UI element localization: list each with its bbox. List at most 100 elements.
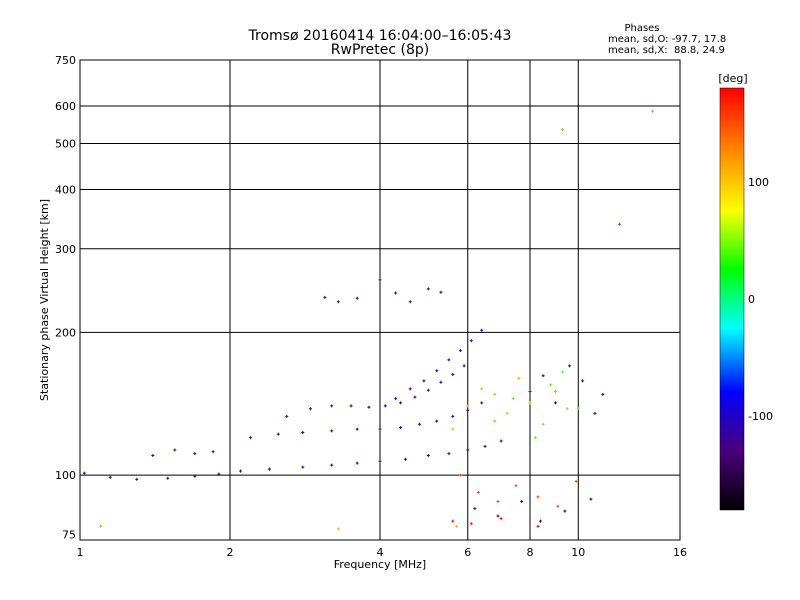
echo-point <box>435 369 439 373</box>
echo-point <box>378 459 382 463</box>
colorbar-tick-label: 0 <box>748 293 755 306</box>
echo-point <box>378 427 382 431</box>
echo-point <box>439 290 443 294</box>
echo-point <box>301 465 305 469</box>
echo-point <box>336 300 340 304</box>
echo-point <box>466 448 470 452</box>
echo-point <box>541 374 545 378</box>
echo-point <box>367 405 371 409</box>
x-tick-label: 10 <box>571 546 585 559</box>
x-tick-labels: 1 2 4 6 8 10 16 <box>77 546 688 559</box>
echo-point <box>574 479 578 483</box>
y-tick-label: 100 <box>55 469 76 482</box>
chart-subtitle: RwPretec (8p) <box>331 42 429 58</box>
x-tick-label: 4 <box>377 546 384 559</box>
echo-point <box>561 370 565 374</box>
echo-point <box>151 454 155 458</box>
echo-point <box>563 509 567 513</box>
echo-point <box>493 392 497 396</box>
y-tick-label: 75 <box>62 528 76 541</box>
echo-point <box>581 379 585 383</box>
echo-point <box>541 422 545 426</box>
echo-point <box>135 477 139 481</box>
y-tick-label: 500 <box>55 138 76 151</box>
echo-point <box>565 407 569 411</box>
echo-point <box>330 404 334 408</box>
echo-point <box>108 475 112 479</box>
x-tick-label: 6 <box>464 546 471 559</box>
echo-point <box>330 463 334 467</box>
grid-lines <box>80 60 680 540</box>
echo-point <box>483 444 487 448</box>
echo-point <box>561 128 565 132</box>
echo-point <box>514 484 518 488</box>
echo-point <box>323 295 327 299</box>
colorbar-tick-label: 100 <box>748 176 769 189</box>
echo-point <box>426 454 430 458</box>
echo-point <box>451 519 455 523</box>
colorbar-ticks: 100 0 -100 <box>748 176 773 423</box>
echo-point <box>249 436 253 440</box>
echo-point <box>567 364 571 368</box>
echo-point <box>378 278 382 282</box>
echo-point <box>455 524 459 528</box>
echo-point <box>539 519 543 523</box>
echo-point <box>451 372 455 376</box>
echo-point <box>576 407 580 411</box>
echo-points <box>82 109 655 531</box>
echo-point <box>556 504 560 508</box>
echo-point <box>462 364 466 368</box>
echo-point <box>355 427 359 431</box>
echo-point <box>399 426 403 430</box>
echo-point <box>403 457 407 461</box>
echo-point <box>308 407 312 411</box>
echo-point <box>553 401 557 405</box>
echo-point <box>447 358 451 362</box>
echo-point <box>82 471 86 475</box>
x-axis-label: Frequency [MHz] <box>334 558 426 571</box>
echo-point <box>553 390 557 394</box>
echo-point <box>355 296 359 300</box>
echo-point <box>285 414 289 418</box>
echo-point <box>469 339 473 343</box>
echo-point <box>99 524 103 528</box>
echo-point <box>601 392 605 396</box>
echo-point <box>528 390 532 394</box>
echo-point <box>394 291 398 295</box>
y-axis-label: Stationary phase Virtual Height [km] <box>38 199 51 401</box>
echo-point <box>549 383 553 387</box>
echo-point <box>447 452 451 456</box>
chart-title: Tromsø 20160414 16:04:00–16:05:43 <box>248 28 512 44</box>
echo-point <box>496 499 500 503</box>
echo-point <box>651 109 655 113</box>
echo-point <box>499 517 503 521</box>
echo-point <box>435 419 439 423</box>
y-tick-labels: 75 100 200 300 400 500 600 750 <box>55 54 76 541</box>
echo-point <box>469 522 473 526</box>
x-tick-label: 16 <box>673 546 687 559</box>
phase-stats-heading: Phases <box>624 23 659 34</box>
echo-point <box>399 401 403 405</box>
echo-point <box>505 411 509 415</box>
echo-point <box>499 439 503 443</box>
echo-point <box>408 300 412 304</box>
echo-point <box>458 473 462 477</box>
echo-point <box>589 497 593 501</box>
phase-stats-o: mean, sd,O: -97.7, 17.8 <box>608 34 726 45</box>
x-tick-label: 2 <box>227 546 234 559</box>
echo-point <box>383 404 387 408</box>
echo-point <box>301 431 305 435</box>
echo-point <box>496 514 500 518</box>
echo-point <box>480 387 484 391</box>
colorbar-tick-label: -100 <box>748 410 773 423</box>
y-tick-label: 400 <box>55 184 76 197</box>
echo-point <box>426 287 430 291</box>
plot-frame <box>79 59 681 541</box>
echo-point <box>439 380 443 384</box>
echo-point <box>451 414 455 418</box>
echo-point <box>193 474 197 478</box>
echo-point <box>466 404 470 408</box>
echo-point <box>211 450 215 454</box>
echo-point <box>476 490 480 494</box>
